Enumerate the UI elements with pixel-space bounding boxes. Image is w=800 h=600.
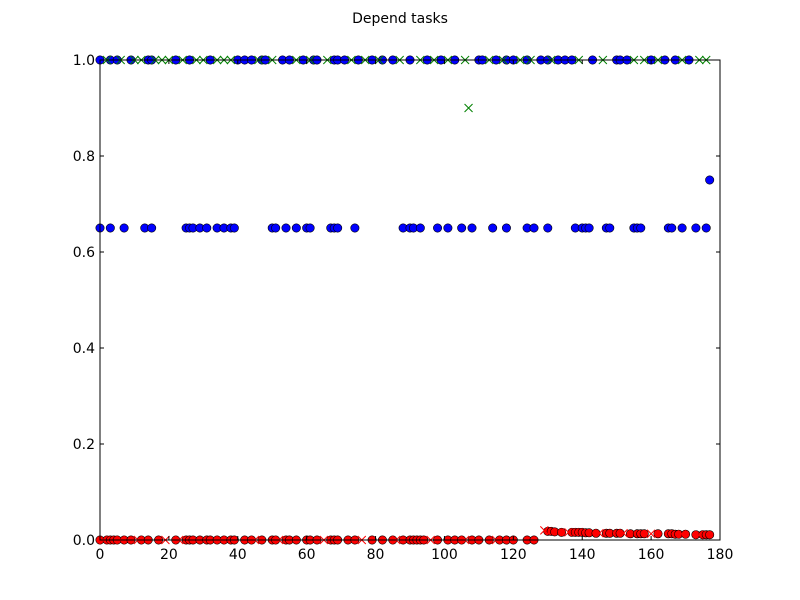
- data-point: [271, 223, 281, 233]
- data-point: [457, 223, 467, 233]
- data-point: [557, 527, 567, 537]
- data-point: [584, 223, 594, 233]
- data-point: [415, 223, 425, 233]
- data-point: [705, 530, 715, 540]
- x-tick-label: 0: [96, 547, 105, 563]
- data-point: [281, 223, 291, 233]
- y-tick-label: 1.0: [73, 53, 95, 69]
- x-tick-label: 20: [160, 547, 178, 563]
- series-0: [95, 55, 715, 233]
- data-point: [591, 528, 601, 538]
- data-point: [105, 223, 115, 233]
- data-point: [667, 223, 677, 233]
- x-tick-label: 180: [707, 547, 734, 563]
- data-point: [677, 223, 687, 233]
- data-point: [291, 223, 301, 233]
- chart-title: Depend tasks: [352, 11, 448, 27]
- data-point: [701, 223, 711, 233]
- x-tick-label: 60: [298, 547, 316, 563]
- x-tick-label: 100: [431, 547, 458, 563]
- data-point: [653, 529, 663, 539]
- data-point: [529, 223, 539, 233]
- data-point: [433, 223, 443, 233]
- x-tick-label: 140: [569, 547, 596, 563]
- data-point: [543, 223, 553, 233]
- data-point-x: [595, 528, 604, 538]
- axis-ticks: 0 20 40 60 80 100 120 140 160 180 0.0 0.2 0.4 0.6 0.8 1…: [73, 53, 734, 563]
- data-point: [705, 175, 715, 185]
- data-point-x: [619, 528, 628, 538]
- data-point: [467, 223, 477, 233]
- y-tick-label: 0.4: [73, 341, 95, 357]
- data-point: [333, 223, 343, 233]
- data-point: [229, 223, 239, 233]
- data-point: [443, 223, 453, 233]
- x-tick-label: 40: [229, 547, 247, 563]
- data-point: [501, 223, 511, 233]
- y-tick-label: 0.8: [73, 149, 95, 165]
- data-point: [636, 223, 646, 233]
- data-point: [691, 223, 701, 233]
- data-point-x: [464, 103, 473, 113]
- x-tick-label: 80: [367, 547, 385, 563]
- data-point: [202, 223, 212, 233]
- data-point: [119, 223, 129, 233]
- data-point: [681, 529, 691, 539]
- data-point: [615, 528, 625, 538]
- data-point-x: [539, 526, 549, 535]
- data-point: [605, 223, 615, 233]
- x-tick-label: 120: [500, 547, 527, 563]
- data-point: [350, 223, 360, 233]
- data-point: [147, 223, 157, 233]
- data-point-x: [677, 529, 687, 539]
- data-point-x: [646, 529, 656, 539]
- y-tick-label: 0.2: [73, 437, 95, 453]
- y-tick-label: 0.0: [73, 533, 95, 549]
- data-point-x: [564, 527, 573, 537]
- data-point: [639, 529, 649, 539]
- series-1: [102, 55, 711, 113]
- data-point: [305, 223, 315, 233]
- data-point-x: [694, 530, 704, 540]
- data-point: [488, 223, 498, 233]
- plot-marks: [95, 55, 715, 545]
- x-tick-label: 160: [638, 547, 665, 563]
- plot-frame: [99, 59, 721, 541]
- y-tick-label: 0.6: [73, 245, 95, 261]
